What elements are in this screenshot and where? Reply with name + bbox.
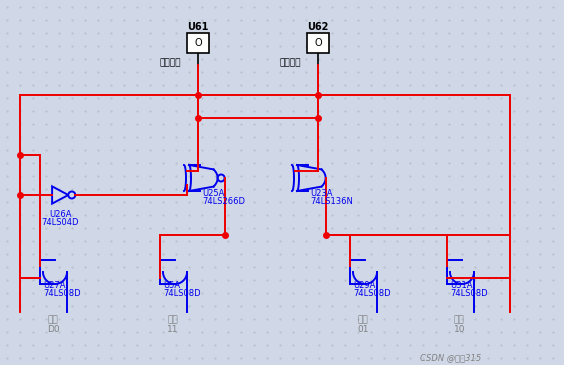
Text: 01: 01	[357, 325, 368, 334]
Text: 秒校: 秒校	[357, 315, 368, 324]
Text: 74LS266D: 74LS266D	[202, 197, 245, 206]
Text: 74LS08D: 74LS08D	[43, 289, 81, 298]
Text: U23A: U23A	[310, 189, 333, 198]
Text: 键＝空格: 键＝空格	[160, 58, 182, 68]
Text: 74LS04D: 74LS04D	[41, 218, 79, 227]
Text: U62: U62	[307, 22, 329, 32]
Text: 时校: 时校	[167, 315, 178, 324]
Text: 74LS136N: 74LS136N	[310, 197, 353, 206]
Text: U26A: U26A	[49, 210, 71, 219]
Text: U61: U61	[187, 22, 209, 32]
Text: 74LS08D: 74LS08D	[353, 289, 391, 298]
Text: 计时: 计时	[47, 315, 58, 324]
Text: U27A: U27A	[43, 281, 65, 290]
Text: 分校: 分校	[454, 315, 465, 324]
Text: U25A: U25A	[202, 189, 224, 198]
Text: 11: 11	[167, 325, 178, 334]
Text: U29A: U29A	[353, 281, 376, 290]
Text: U5A: U5A	[163, 281, 180, 290]
Text: 10: 10	[454, 325, 465, 334]
Text: D0: D0	[47, 325, 60, 334]
Bar	[307, 33, 329, 53]
Text: O: O	[314, 38, 322, 48]
Text: O: O	[194, 38, 202, 48]
Text: 74LS08D: 74LS08D	[163, 289, 201, 298]
Text: CSDN @凯尔315: CSDN @凯尔315	[420, 353, 481, 362]
Bar	[187, 33, 209, 53]
Text: 键＝空格: 键＝空格	[280, 58, 302, 68]
Text: 74LS08D: 74LS08D	[450, 289, 488, 298]
Text: U31A: U31A	[450, 281, 473, 290]
